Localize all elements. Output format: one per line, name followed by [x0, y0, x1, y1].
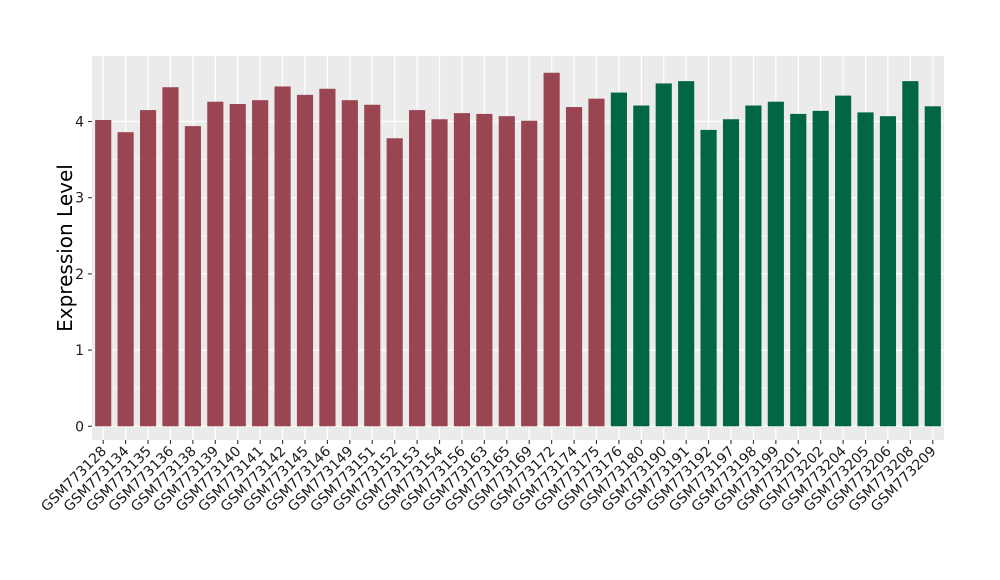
bar-GSM773208: [902, 81, 919, 427]
y-axis-title: Expression Level: [53, 164, 77, 332]
bar-GSM773191: [678, 81, 695, 427]
bar-GSM773199: [767, 101, 784, 427]
bar-GSM773154: [431, 119, 448, 427]
bar-GSM773176: [610, 92, 627, 427]
bar-GSM773149: [341, 100, 358, 427]
bar-GSM773190: [655, 83, 672, 427]
bar-GSM773146: [319, 88, 336, 427]
bar-GSM773138: [184, 126, 201, 427]
bar-GSM773175: [588, 98, 605, 427]
bar-GSM773205: [857, 112, 874, 427]
bar-GSM773192: [700, 129, 717, 427]
bar-GSM773142: [274, 86, 291, 427]
bar-GSM773209: [924, 106, 941, 427]
bar-GSM773201: [790, 113, 807, 427]
y-tick-label: 4: [75, 115, 84, 131]
bar-GSM773165: [498, 116, 515, 427]
bar-GSM773156: [453, 113, 471, 427]
bar-GSM773202: [812, 110, 829, 427]
bar-GSM773141: [252, 100, 269, 427]
bar-GSM773198: [745, 105, 762, 427]
bar-GSM773204: [835, 95, 852, 427]
bar-GSM773128: [95, 120, 112, 427]
bar-GSM773139: [207, 101, 224, 427]
y-tick-label: 1: [75, 343, 84, 359]
bar-GSM773145: [296, 94, 314, 427]
y-tick-label: 0: [75, 419, 84, 435]
y-tick-label: 2: [75, 267, 84, 283]
bar-GSM773135: [139, 110, 157, 427]
bar-GSM773172: [543, 72, 560, 427]
y-axis: 0 1 2 3 4: [75, 115, 92, 435]
bars: [95, 72, 941, 427]
x-axis: GSM773128GSM773134GSM773135GSM773136GSM7…: [38, 440, 940, 515]
bar-GSM773197: [722, 119, 740, 427]
bar-GSM773136: [162, 87, 179, 427]
bar-GSM773152: [386, 138, 403, 427]
bar-GSM773206: [879, 116, 897, 427]
bar-GSM773180: [633, 105, 650, 427]
bar-GSM773163: [476, 113, 493, 427]
bar-GSM773169: [521, 120, 538, 427]
bar-GSM773151: [364, 104, 381, 427]
bar-GSM773134: [117, 132, 134, 427]
y-tick-label: 3: [75, 191, 84, 207]
bar-GSM773174: [565, 107, 583, 427]
bar-GSM773153: [409, 110, 426, 427]
bar-GSM773140: [229, 104, 246, 427]
